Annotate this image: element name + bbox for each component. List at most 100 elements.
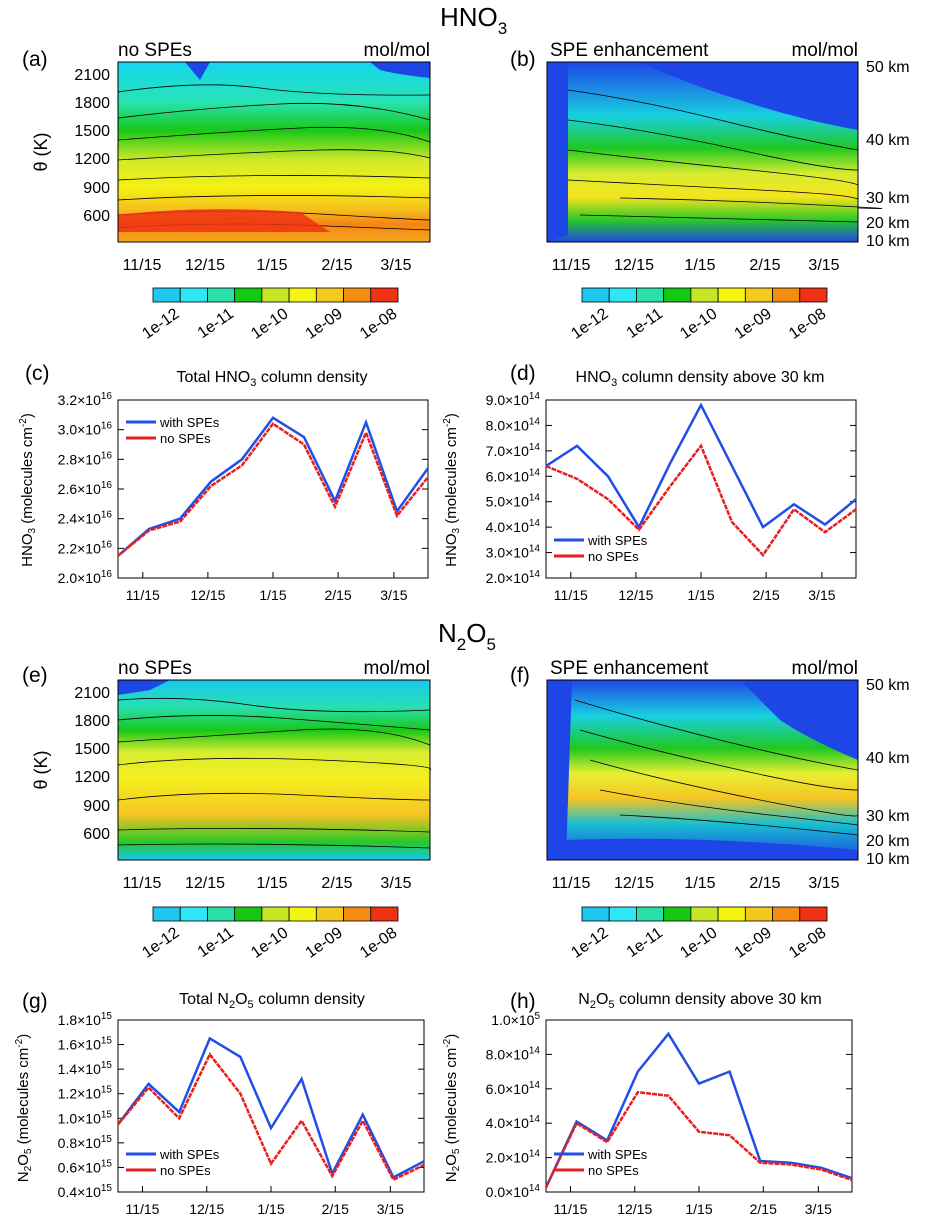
panel-b-right-label: mol/mol — [791, 40, 858, 61]
colorbar-label: 1e-10 — [248, 924, 291, 961]
colorbar-label: 1e-12 — [139, 924, 182, 961]
x-tick-label: 11/15 — [125, 1201, 159, 1217]
y-tick-label: 3.2×1016 — [58, 391, 113, 408]
contour-lines-f — [574, 699, 859, 836]
x-tick-label: 11/15 — [554, 587, 588, 603]
y-tick-label: 2.0×1014 — [486, 569, 541, 586]
y-tick-label: 0.0×1014 — [486, 1183, 541, 1200]
ytick-e-5: 600 — [83, 826, 110, 843]
y-tick-label: 8.0×1014 — [486, 1045, 541, 1062]
y-tick-label: 6.0×1014 — [486, 1080, 541, 1097]
panel-g-letter: (g) — [22, 990, 48, 1013]
hot-region-a — [118, 209, 330, 232]
xticks-a: 11/15 12/15 1/15 2/15 3/15 — [123, 257, 412, 274]
colorbar-swatch — [636, 287, 665, 303]
x-tick-label: 1/15 — [259, 587, 286, 603]
colorbar-swatch — [315, 287, 344, 303]
colorbar-swatch — [772, 906, 801, 922]
colorbar-swatch — [288, 287, 317, 303]
colorbar-label: 1e-09 — [732, 305, 775, 342]
colorbar-swatch — [663, 906, 692, 922]
contour-lines-b — [567, 89, 883, 223]
y-tick-label: 7.0×1014 — [486, 442, 541, 459]
colorbar-swatch — [234, 287, 263, 303]
saturated-region-e — [118, 680, 170, 695]
panel-b-left-label: SPE enhancement — [550, 40, 709, 61]
y-tick-label: 3.0×1016 — [58, 421, 113, 438]
xtick-a-3: 2/15 — [321, 257, 352, 274]
alt-b-0: 50 km — [866, 59, 910, 76]
y-tick-label: 2.0×1014 — [486, 1149, 541, 1166]
y-tick-label: 1.0×105 — [491, 1011, 540, 1028]
panel-f-right-label: mol/mol — [791, 658, 858, 679]
panel-d-ylabel: HNO3 (molecules cm-2) — [442, 413, 462, 567]
panel-e-letter: (e) — [22, 664, 48, 687]
panel-g-title: Total N2O5 column density — [179, 991, 365, 1011]
y-tick-label: 5.0×1014 — [486, 493, 541, 510]
panel-d-letter: (d) — [510, 362, 536, 385]
contour-lines-a — [117, 84, 431, 231]
legend-label: with SPEs — [587, 1147, 648, 1162]
xtick-e-0: 11/15 — [123, 875, 162, 892]
xtick-f-2: 1/15 — [684, 875, 715, 892]
panel-c-letter: (c) — [25, 362, 50, 385]
xtick-b-1: 12/15 — [614, 257, 654, 274]
colorbar-swatch — [608, 287, 637, 303]
ytick-e-1: 1800 — [74, 713, 110, 730]
colorbar-swatch — [288, 906, 317, 922]
colorbar-swatch — [152, 906, 181, 922]
colorbar-swatch — [744, 906, 773, 922]
series-no-spes-line — [544, 1090, 853, 1188]
xtick-f-1: 12/15 — [614, 875, 654, 892]
colorbar-a: 1e-12 1e-11 1e-10 1e-09 1e-08 — [139, 287, 400, 343]
colorbar-label: 1e-09 — [303, 305, 346, 342]
xtick-e-4: 3/15 — [380, 875, 411, 892]
colorbar-label: 1e-08 — [357, 305, 400, 342]
panel-b-letter: (b) — [510, 48, 536, 71]
alt-b-4: 10 km — [866, 233, 910, 250]
colorbar-swatch — [179, 906, 208, 922]
x-tick-label: 1/15 — [687, 587, 714, 603]
alt-f-3: 20 km — [866, 833, 910, 850]
colorbar-swatch — [799, 906, 828, 922]
legend-label: no SPEs — [588, 1163, 639, 1178]
ytick-a-4: 900 — [83, 180, 110, 197]
legend-label: with SPEs — [159, 1147, 220, 1162]
ylabel-e: θ (K) — [31, 750, 51, 789]
x-tick-label: 11/15 — [553, 1201, 587, 1217]
series-with-spes-line — [117, 416, 430, 557]
series-no-spes-line — [545, 443, 857, 558]
xtick-b-0: 11/15 — [552, 257, 591, 274]
y-tick-label: 1.0×1015 — [58, 1109, 113, 1126]
saturated-region-a2 — [185, 62, 210, 80]
panel-h: (h) N2O5 column density above 30 km N2O5… — [442, 990, 853, 1217]
panel-f: (f) SPE enhancement mol/mol 50 km 40 km … — [510, 658, 910, 892]
panel-b: (b) SPE enhancement mol/mol 50 km 40 km … — [510, 40, 910, 274]
y-tick-label: 2.2×1016 — [58, 539, 113, 556]
y-tick-label: 1.2×1015 — [58, 1085, 113, 1102]
yticks-a: 2100 1800 1500 1200 900 600 — [74, 67, 110, 225]
x-tick-label: 2/15 — [750, 1201, 777, 1217]
colorbar-swatch — [234, 906, 263, 922]
xtick-e-2: 1/15 — [256, 875, 287, 892]
y-tick-label: 2.0×1016 — [58, 569, 113, 586]
yticks-e: 2100 1800 1500 1200 900 600 — [74, 685, 110, 843]
series-no-spes-line — [117, 1052, 425, 1182]
colorbar-swatch — [744, 287, 773, 303]
panel-g-ylabel: N2O5 (molecules cm-2) — [14, 1034, 34, 1182]
colorbar-label: 1e-08 — [357, 924, 400, 961]
panel-c: (c) Total HNO3 column density HNO3 (mole… — [18, 362, 430, 603]
panel-e-right-label: mol/mol — [363, 658, 430, 679]
x-tick-label: 12/15 — [190, 587, 225, 603]
x-tick-label: 3/15 — [805, 1201, 832, 1217]
colorbar-swatch — [207, 906, 236, 922]
x-tick-label: 11/15 — [126, 587, 160, 603]
y-tick-label: 0.6×1015 — [58, 1158, 113, 1175]
frame-a — [117, 61, 431, 243]
hno3-section-title: HNO3 — [440, 2, 507, 38]
panel-f-letter: (f) — [510, 664, 530, 687]
colorbar-label: 1e-10 — [248, 305, 291, 342]
legend-label: no SPEs — [160, 1163, 211, 1178]
ytick-a-2: 1500 — [74, 123, 110, 140]
